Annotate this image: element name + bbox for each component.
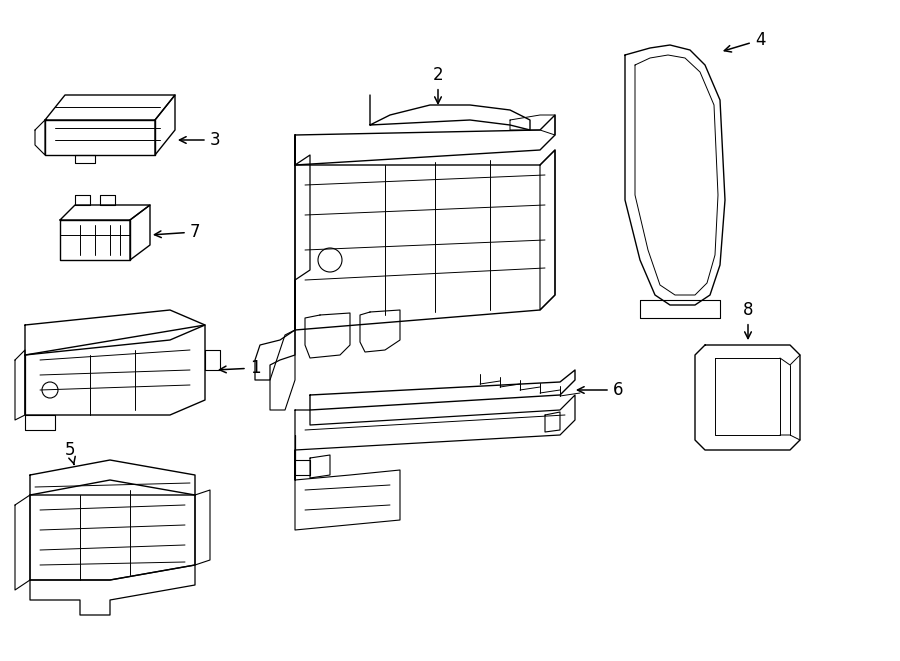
Text: 2: 2	[433, 66, 444, 104]
Text: 7: 7	[155, 223, 200, 241]
Text: 3: 3	[179, 131, 220, 149]
Text: 6: 6	[578, 381, 623, 399]
Text: 4: 4	[724, 31, 765, 52]
Text: 5: 5	[65, 441, 76, 465]
Text: 1: 1	[220, 359, 260, 377]
Text: 8: 8	[742, 301, 753, 338]
